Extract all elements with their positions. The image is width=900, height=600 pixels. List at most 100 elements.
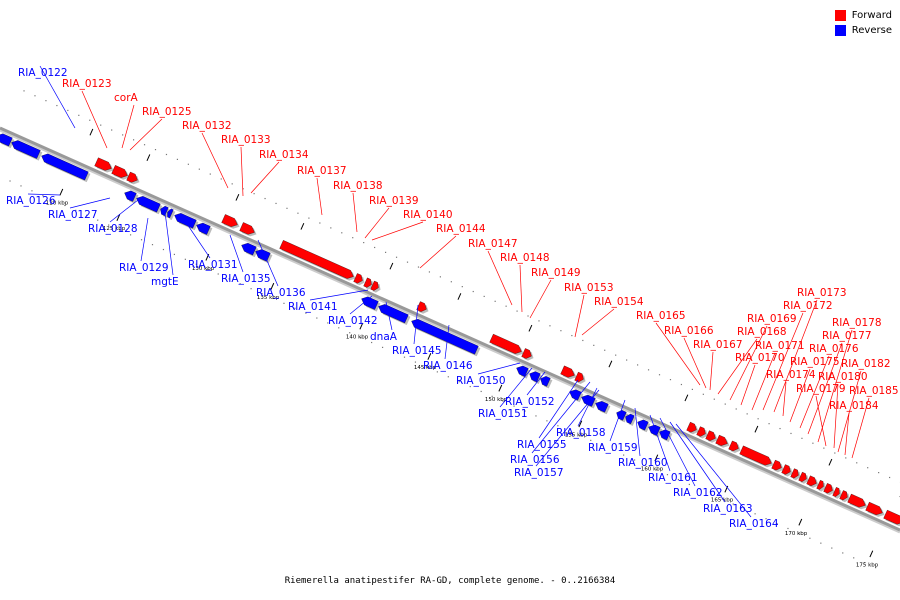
- gene-label-reverse: RIA_0161: [648, 472, 698, 484]
- track-dot-upper: [384, 251, 387, 253]
- leader-line-forward: [81, 90, 108, 149]
- track-dot-lower: [392, 351, 395, 353]
- gene-label-forward: RIA_0134: [259, 149, 309, 161]
- track-dot-upper: [231, 183, 233, 185]
- track-dot-lower: [64, 204, 66, 207]
- track-dot-lower: [710, 493, 712, 495]
- leader-line-forward: [352, 192, 358, 233]
- track-dot-upper: [647, 369, 650, 371]
- forward-gene-arrow: [705, 430, 716, 441]
- tick-label: 165 kbp: [711, 498, 734, 504]
- map-caption: Riemerella anatipestifer RA-GD, complete…: [284, 576, 616, 586]
- track-dot-lower: [579, 434, 581, 437]
- reverse-gene-arrow: [11, 140, 41, 159]
- reverse-gene-arrow: [516, 365, 529, 377]
- gene-label-forward: RIA_0154: [594, 296, 644, 308]
- track-dot-upper: [45, 100, 47, 102]
- gene-label-forward: RIA_0176: [809, 343, 859, 355]
- gene-label-forward: RIA_0171: [755, 340, 805, 352]
- track-dot-lower: [239, 283, 241, 285]
- leader-line-reverse: [27, 193, 61, 196]
- track-dot-lower: [403, 356, 406, 358]
- gene-label-reverse: RIA_0126: [6, 195, 56, 207]
- track-dot-lower: [217, 273, 219, 275]
- forward-gene-arrow: [832, 487, 840, 497]
- track-dot-upper: [790, 432, 792, 435]
- track-dot-upper: [286, 207, 288, 209]
- forward-gene-arrow: [686, 421, 697, 433]
- track-dot-lower: [129, 234, 132, 236]
- tick-mark: [869, 550, 874, 558]
- track-dot-lower: [623, 454, 625, 456]
- leader-line-forward: [129, 118, 163, 151]
- legend: Forward Reverse: [834, 8, 892, 38]
- forward-gene-arrow: [728, 440, 739, 452]
- tick-mark-upper: [528, 324, 533, 332]
- gene-label-reverse: RIA_0155: [517, 439, 567, 451]
- gene-label-forward: RIA_0147: [468, 238, 518, 250]
- track-dot-upper: [571, 334, 573, 337]
- leader-line-reverse: [577, 387, 598, 427]
- tick-mark-upper: [754, 425, 759, 433]
- forward-gene-arrow: [798, 471, 807, 482]
- forward-gene-arrow: [771, 459, 782, 471]
- track-dot-lower: [612, 449, 614, 451]
- leader-line-forward: [851, 397, 870, 459]
- forward-swatch-icon: [834, 10, 846, 21]
- forward-gene-arrow: [94, 157, 112, 171]
- gene-label-forward: RIA_0170: [735, 352, 785, 364]
- tick-label: 140 kbp: [346, 335, 369, 341]
- gene-label-forward: RIA_0169: [747, 313, 797, 325]
- leader-line-forward: [815, 395, 827, 447]
- track-dot-upper: [483, 295, 485, 298]
- reverse-gene-arrow: [411, 318, 479, 355]
- track-dot-upper: [154, 149, 157, 151]
- forward-gene-arrow: [696, 426, 706, 437]
- track-dot-upper: [56, 104, 58, 107]
- track-dot-lower: [349, 332, 351, 334]
- track-dot-upper: [253, 193, 255, 195]
- track-dot-lower: [108, 224, 110, 226]
- track-dot-lower: [195, 263, 197, 265]
- track-dot-upper: [878, 472, 880, 474]
- track-dot-lower: [294, 307, 296, 309]
- track-dot-upper: [34, 95, 36, 97]
- track-dot-upper: [593, 344, 595, 346]
- gene-label-forward: RIA_0138: [333, 180, 383, 192]
- gene-label-reverse: RIA_0160: [618, 457, 668, 469]
- leader-line-forward: [782, 381, 787, 417]
- gene-label-forward: RIA_0144: [436, 223, 486, 235]
- gene-label-forward: RIA_0132: [182, 120, 232, 132]
- track-dot-upper: [209, 173, 211, 175]
- forward-gene-arrow: [111, 165, 128, 178]
- backbone-shadow: [0, 128, 900, 534]
- track-dot-upper: [78, 114, 80, 116]
- reverse-gene-arrow: [648, 424, 661, 436]
- track-dot-lower: [864, 562, 866, 564]
- legend-label-reverse: Reverse: [851, 25, 892, 36]
- tick-label: 130 kbp: [192, 266, 215, 272]
- track-dot-lower: [53, 199, 55, 202]
- forward-gene-arrow: [790, 468, 799, 479]
- gene-label-reverse: RIA_0150: [456, 375, 506, 387]
- tick-mark: [578, 420, 583, 428]
- track-dot-lower: [809, 537, 811, 539]
- forward-gene-arrow: [221, 214, 238, 227]
- forward-gene-arrow: [239, 222, 255, 235]
- track-dot-upper: [713, 398, 715, 400]
- forward-gene-arrow: [823, 483, 833, 494]
- track-dot-upper: [187, 163, 189, 165]
- track-dot-upper: [582, 339, 584, 342]
- track-dot-upper: [615, 354, 617, 356]
- leader-line-reverse: [39, 65, 76, 129]
- tick-mark: [270, 282, 275, 290]
- leader-line-reverse: [659, 417, 696, 487]
- tick-mark-upper: [89, 128, 94, 136]
- scale-ticks: 120 kbp 125 kbp 130 kbp 135 kbp 140 kbp 145 k…: [46, 128, 900, 568]
- track-dot-lower: [677, 478, 680, 481]
- gene-label-forward: RIA_0123: [62, 78, 112, 90]
- forward-gene-arrow: [416, 301, 427, 312]
- track-dot-lower: [381, 346, 384, 349]
- tick-mark-upper: [608, 360, 613, 368]
